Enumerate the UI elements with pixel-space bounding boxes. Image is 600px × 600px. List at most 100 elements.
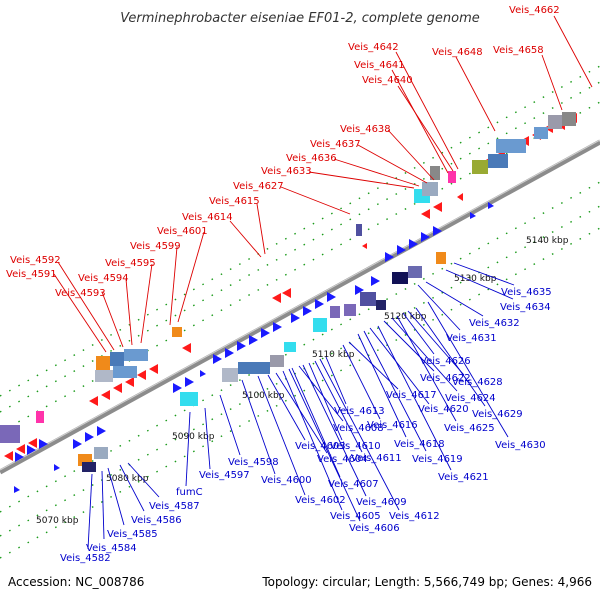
leader-line [282,370,343,511]
gene-label: Veis_4604 [317,454,368,465]
leader-line [256,203,266,255]
leader-line [453,262,515,286]
gene-label: Veis_4617 [386,390,437,401]
leader-line [87,473,93,550]
leader-line [402,312,435,355]
gene-label: Veis_4605 [330,511,381,522]
scale-tick-label: 5120 kbp [384,312,427,322]
leader-line [291,367,341,478]
gene-label: Veis_4603 [295,441,346,452]
gene-label: Veis_4624 [445,393,496,404]
gene-label: Veis_4648 [432,47,483,58]
gene-label: Veis_4634 [500,302,551,313]
gene-label: Veis_4618 [394,439,445,450]
leader-line [357,144,428,184]
scale-tick-label: 5090 kbp [172,432,215,442]
gene-label: Veis_4662 [509,5,560,16]
gene-label: Veis_4622 [420,373,471,384]
leader-line [241,379,276,475]
leader-line [417,284,461,331]
leader-line [127,462,160,498]
gene-label: Veis_4598 [228,457,279,468]
leader-line [302,364,367,497]
leader-line [298,365,344,422]
gene-label: Veis_4600 [261,475,312,486]
leader-line [125,278,133,346]
gene-label: Veis_4638 [340,124,391,135]
gene-label: Veis_4607 [328,479,379,490]
leader-line [319,358,400,511]
leader-line [415,307,486,407]
gene-label: Veis_4619 [412,454,463,465]
scale-tick-label: 5070 kbp [36,516,79,526]
leader-line [219,394,241,456]
leader-line [391,317,458,392]
leader-line [427,301,509,438]
gene-label: Veis_4601 [157,226,208,237]
gene-label: Veis_4595 [105,258,156,269]
gene-blocks [0,112,576,472]
leader-line [101,291,124,348]
gene-label: Veis_4586 [131,515,182,526]
gene-label: Veis_4641 [354,60,405,71]
leader-line [333,158,420,187]
label-leader-lines [53,15,593,550]
gene-label: Veis_4608 [333,423,384,434]
leader-line [308,362,343,441]
leader-line [57,261,115,351]
scale-tick-label: 5100 kbp [242,391,285,401]
leader-line [342,344,381,420]
gene-label: Veis_4631 [446,333,497,344]
leader-line [425,281,484,317]
genome-summary-text: Topology: circular; Length: 5,566,749 bp… [261,575,592,589]
gene-labels: Veis_4591 Veis_4592 Veis_4593 Veis_4594 Veis… [6,5,560,564]
leader-line [396,315,457,422]
genome-backbone-highlight [0,139,600,471]
leader-line [204,407,211,470]
gene-label: Veis_4637 [310,139,361,150]
gene-label: fumC [176,487,203,498]
leader-line [275,372,328,454]
leader-line [363,330,427,452]
gene-label: Veis_4592 [10,255,61,266]
gene-label: Veis_4620 [418,404,469,415]
leader-line [308,171,415,189]
gene-label: Veis_4635 [501,287,552,298]
leader-line [553,15,593,88]
leader-line [395,51,459,170]
leader-line [229,220,262,258]
gene-label: Veis_4636 [286,153,337,164]
map-title: Verminephrobacter eiseniae EF01-2, compl… [120,11,479,26]
leader-line [185,411,191,487]
gene-label: Veis_4614 [182,212,233,223]
gene-label: Veis_4621 [438,472,489,483]
leader-line [107,467,125,526]
leader-line [325,356,347,405]
scale-tick-label: 5140 kbp [526,236,569,246]
gene-label: Veis_4616 [367,420,418,431]
gene-label: Veis_4629 [472,409,523,420]
gene-label: Veis_4606 [349,523,400,534]
gene-label: Veis_4640 [362,75,413,86]
gene-label: Veis_4630 [495,440,546,451]
gene-label: Veis_4613 [334,406,385,417]
leader-line [53,273,107,353]
leader-line [280,186,351,215]
leader-line [119,464,145,512]
leader-line [177,231,205,323]
leader-line [377,325,452,471]
leader-line [288,368,361,522]
gene-label: Veis_4632 [469,318,520,329]
gene-label: Veis_4602 [295,495,346,506]
gene-label: Veis_4597 [199,470,250,481]
gene-label: Veis_4658 [493,45,544,56]
gene-label: Veis_4594 [78,273,129,284]
gene-label: Veis_4585 [107,529,158,540]
leader-line [101,470,105,540]
leader-line [391,69,449,174]
leader-line [397,85,454,172]
scale-tick-label: 5130 kbp [454,274,497,284]
gene-label: Veis_4626 [420,356,471,367]
